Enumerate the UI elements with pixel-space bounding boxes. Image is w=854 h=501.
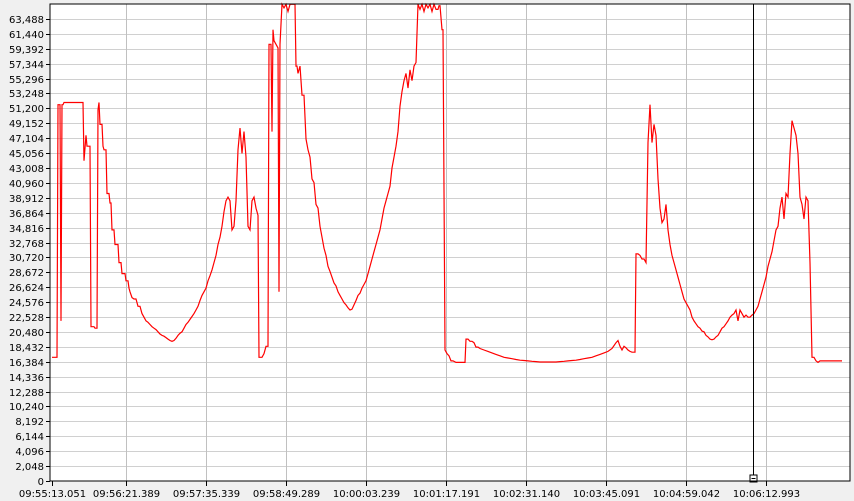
series-layer (52, 2, 842, 364)
y-tick-label: 8,192 (15, 417, 44, 428)
y-tick-label: 57,344 (9, 60, 44, 71)
y-tick-label: 43,008 (9, 164, 44, 175)
x-tick-label: 09:56:21.389 (93, 489, 160, 500)
vertical-grid (126, 4, 767, 481)
x-tick-label: 10:00:03.239 (333, 489, 400, 500)
x-tick-label: 09:55:13.051 (19, 489, 86, 500)
y-tick-label: 0 (38, 477, 44, 488)
y-tick-label: 28,672 (9, 268, 44, 279)
y-tick-label: 16,384 (9, 358, 44, 369)
x-tick-label: 10:06:12.993 (733, 489, 800, 500)
y-tick-label: 2,048 (15, 462, 44, 473)
y-tick-label: 20,480 (9, 328, 44, 339)
horizontal-grid (50, 19, 850, 467)
y-tick-label: 40,960 (9, 179, 44, 190)
y-tick-label: 61,440 (9, 30, 44, 41)
y-tick-label: 55,296 (9, 75, 44, 86)
series-line-0 (52, 2, 842, 364)
y-tick-label: 14,336 (9, 373, 44, 384)
y-tick-label: 6,144 (15, 432, 44, 443)
y-tick-label: 24,576 (9, 298, 44, 309)
x-tick-label: 09:58:49.289 (253, 489, 320, 500)
y-tick-label: 12,288 (9, 388, 44, 399)
y-tick-label: 26,624 (9, 283, 44, 294)
y-tick-label: 10,240 (9, 402, 44, 413)
x-tick-label: 10:04:59.042 (653, 489, 720, 500)
y-tick-label: 53,248 (9, 89, 44, 100)
y-tick-label: 63,488 (9, 15, 44, 26)
plot-frame (49, 3, 851, 482)
x-tick-label: 09:57:35.339 (173, 489, 240, 500)
y-tick-label: 51,200 (9, 104, 44, 115)
y-tick-label: 36,864 (9, 209, 44, 220)
y-tick-label: 59,392 (9, 45, 44, 56)
y-tick-label: 47,104 (9, 134, 44, 145)
y-tick-label: 32,768 (9, 239, 44, 250)
y-tick-label: 49,152 (9, 119, 44, 130)
y-tick-label: 45,056 (9, 149, 44, 160)
x-tick-label: 10:01:17.191 (413, 489, 480, 500)
y-tick-label: 4,096 (15, 447, 44, 458)
y-tick-label: 34,816 (9, 224, 44, 235)
y-tick-label: 30,720 (9, 253, 44, 264)
y-tick-label: 38,912 (9, 194, 44, 205)
x-axis: 09:55:13.051 09:56:21.389 09:57:35.339 09:5… (19, 481, 800, 500)
cursor-layer[interactable] (749, 4, 758, 483)
x-tick-label: 10:02:31.140 (493, 489, 560, 500)
x-tick-label: 10:03:45.091 (573, 489, 640, 500)
plot-area (50, 4, 850, 481)
y-tick-label: 22,528 (9, 313, 44, 324)
y-tick-label: 18,432 (9, 343, 44, 354)
y-axis: 0 2,048 4,096 6,144 8,192 10,240 12,288 14,336 1… (9, 15, 50, 488)
